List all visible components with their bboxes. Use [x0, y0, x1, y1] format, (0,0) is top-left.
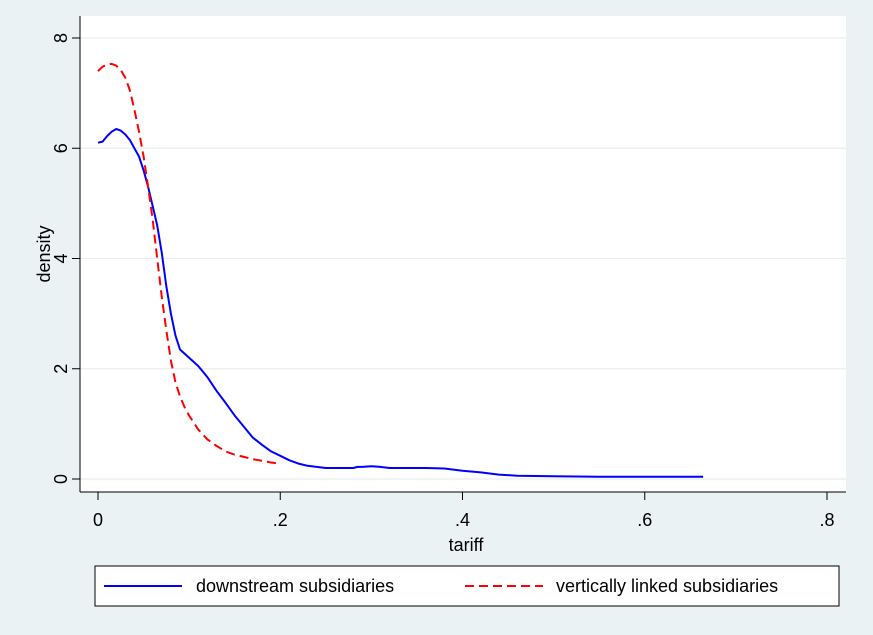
x-tick-label: 0 [93, 510, 103, 530]
x-axis-title: tariff [449, 535, 485, 555]
series-line-vertically-linked [97, 62, 281, 465]
x-tick-label: .4 [455, 510, 470, 530]
plot-area [80, 16, 846, 492]
x-tick-label: .8 [819, 510, 834, 530]
grid-lines [80, 37, 846, 480]
y-tick-label: 6 [51, 143, 71, 153]
y-tick-label: 4 [51, 253, 71, 263]
y-tick-label: 0 [51, 474, 71, 484]
axes: 0 2 4 6 8 0 .2 .4 .6 .8 [51, 16, 846, 530]
legend-label-vertically-linked: vertically linked subsidiaries [556, 576, 778, 596]
y-tick-label: 2 [51, 364, 71, 374]
legend: downstream subsidiaries vertically linke… [94, 565, 840, 607]
y-axis-title: density [34, 225, 54, 282]
series-line-downstream [97, 128, 704, 478]
series-lines [97, 62, 704, 478]
legend-label-downstream: downstream subsidiaries [196, 576, 394, 596]
x-tick-label: .6 [637, 510, 652, 530]
x-tick-label: .2 [273, 510, 288, 530]
y-tick-label: 8 [51, 33, 71, 43]
